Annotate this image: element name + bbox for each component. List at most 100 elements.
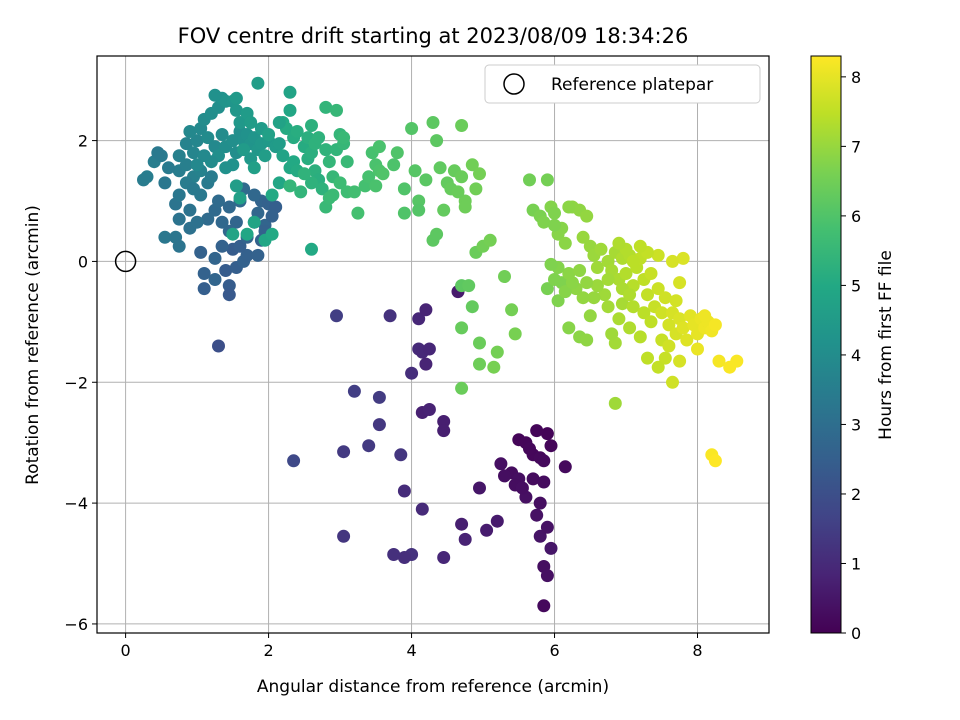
data-point	[247, 161, 261, 175]
y-axis-title: Rotation from reference (arcmin)	[23, 205, 43, 485]
data-point	[641, 288, 654, 302]
legend-box	[484, 64, 761, 104]
data-point	[523, 173, 536, 187]
data-point	[458, 200, 472, 214]
data-point	[644, 315, 658, 329]
data-point	[137, 173, 150, 187]
data-point	[412, 203, 426, 217]
colorbar-tick-label: 1	[851, 554, 861, 573]
data-point	[530, 508, 544, 522]
data-point	[562, 200, 576, 214]
y-axis-ticks: −6 −4 −2 0 2	[64, 132, 97, 634]
colorbar-tick-label: 6	[851, 207, 861, 226]
data-point	[422, 342, 436, 356]
data-point	[233, 116, 247, 129]
data-point	[662, 318, 676, 332]
data-point	[540, 569, 554, 583]
data-point	[598, 288, 612, 302]
data-point	[208, 88, 222, 102]
data-point	[412, 194, 426, 208]
data-point	[580, 333, 594, 347]
data-point	[562, 321, 576, 335]
data-point	[330, 309, 343, 323]
data-point	[558, 460, 572, 474]
data-point	[565, 276, 579, 290]
data-point	[490, 514, 504, 528]
data-point	[208, 251, 222, 265]
data-point	[162, 161, 175, 175]
data-point	[608, 396, 622, 410]
data-point	[548, 273, 561, 286]
data-point	[333, 176, 347, 190]
x-tick-label: 6	[549, 641, 559, 660]
data-point	[272, 137, 286, 151]
data-point	[229, 215, 243, 229]
colorbar-tick-label: 7	[851, 137, 861, 156]
x-axis-ticks: 0 2 4 6 8	[121, 633, 703, 660]
data-point	[437, 551, 451, 564]
data-point	[508, 327, 522, 341]
data-point	[551, 294, 565, 308]
data-point	[376, 167, 390, 181]
data-point	[544, 439, 558, 453]
data-point	[229, 91, 243, 105]
data-point	[194, 188, 208, 202]
data-point	[676, 321, 690, 335]
data-point	[340, 155, 354, 169]
data-point	[197, 267, 211, 280]
data-point	[215, 128, 229, 141]
x-axis-title: Angular distance from reference (arcmin)	[257, 677, 609, 697]
data-point	[619, 267, 633, 280]
x-tick-label: 4	[406, 641, 416, 660]
data-point	[283, 85, 297, 99]
data-point	[451, 185, 465, 199]
data-point	[422, 403, 436, 416]
data-point	[351, 206, 365, 220]
colorbar-ticks: 0 1 2 3 4 5 6 7 8	[841, 68, 861, 643]
data-point	[251, 248, 265, 262]
data-point	[626, 254, 640, 268]
data-point	[594, 242, 608, 256]
data-point	[347, 384, 361, 398]
y-tick-label: −6	[64, 615, 88, 634]
data-point	[226, 134, 240, 148]
data-point	[222, 288, 236, 302]
data-point	[158, 176, 172, 190]
data-point	[544, 541, 558, 555]
data-point	[387, 158, 401, 172]
data-point	[523, 442, 536, 456]
data-point	[641, 351, 654, 365]
data-point	[312, 131, 326, 145]
data-point	[537, 599, 551, 613]
x-tick-label: 8	[692, 641, 702, 660]
data-point	[658, 351, 672, 365]
data-point	[179, 158, 193, 172]
data-point	[494, 457, 508, 471]
data-point	[397, 182, 411, 196]
data-point	[473, 336, 486, 350]
data-point	[415, 502, 429, 516]
data-point	[637, 306, 651, 320]
data-point	[655, 306, 669, 320]
data-point	[573, 264, 587, 277]
data-point	[540, 520, 554, 534]
data-point	[580, 276, 594, 290]
data-point	[558, 236, 572, 250]
data-point	[265, 209, 279, 223]
data-point	[458, 532, 472, 546]
data-point	[462, 279, 476, 293]
data-point	[369, 179, 383, 193]
data-point	[662, 339, 676, 353]
data-point	[197, 282, 211, 296]
data-point	[244, 116, 258, 129]
data-point	[337, 445, 351, 459]
data-point	[480, 523, 494, 537]
data-point	[526, 472, 540, 486]
data-point	[419, 303, 433, 317]
data-point	[658, 291, 672, 305]
colorbar-tick-label: 0	[851, 624, 861, 643]
data-point	[505, 303, 519, 317]
data-point	[237, 143, 251, 157]
data-point	[190, 215, 204, 229]
